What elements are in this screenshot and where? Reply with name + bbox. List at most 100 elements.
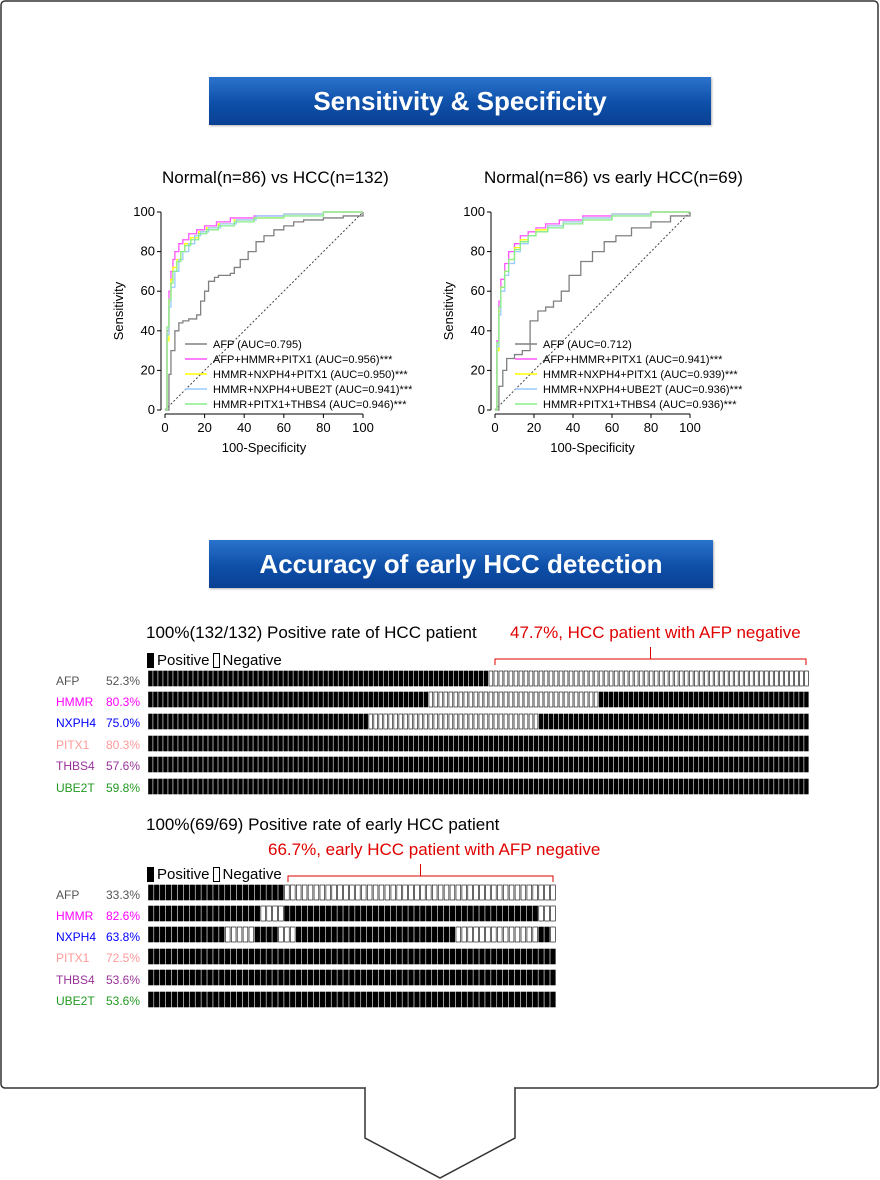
positive-cell [398, 756, 403, 773]
y-tick-label: 100 [463, 204, 485, 219]
accuracy-banner: Accuracy of early HCC detection [209, 540, 713, 588]
positive-cell [355, 948, 361, 965]
positive-cell [225, 969, 231, 986]
positive-cell [438, 756, 444, 773]
positive-cell [363, 670, 368, 687]
positive-cell [794, 735, 799, 752]
positive-cell [325, 991, 331, 1008]
positive-cell [588, 713, 594, 730]
positive-cell [228, 713, 233, 730]
positive-cell [553, 778, 559, 795]
positive-cell [208, 735, 213, 752]
negative-cell [679, 670, 684, 687]
legend-negative-label: Negative [222, 652, 282, 669]
positive-cell [804, 778, 809, 795]
positive-cell [273, 670, 278, 687]
positive-cell [298, 713, 303, 730]
negative-cell [372, 884, 379, 901]
positive-cell [366, 969, 373, 986]
negative-cell [443, 884, 450, 901]
positive-cell [503, 778, 509, 795]
positive-cell [563, 713, 569, 730]
positive-cell [230, 948, 237, 965]
positive-cell [333, 713, 338, 730]
positive-cell [201, 926, 207, 943]
positive-cell [328, 670, 333, 687]
negative-cell [488, 713, 494, 730]
negative-cell [764, 670, 769, 687]
positive-cell [284, 991, 290, 1008]
negative-cell [266, 905, 272, 922]
s1-row-label-nxph4: NXPH4 [56, 716, 97, 730]
negative-cell [538, 905, 544, 922]
positive-cell [578, 713, 584, 730]
positive-cell [148, 884, 154, 901]
negative-cell [714, 670, 719, 687]
positive-cell [254, 948, 260, 965]
positive-cell [438, 778, 444, 795]
positive-cell [558, 735, 564, 752]
positive-cell [278, 948, 284, 965]
positive-cell [308, 756, 313, 773]
positive-cell [228, 691, 233, 708]
positive-cell [749, 713, 754, 730]
negative-cell [648, 670, 654, 687]
positive-cell [260, 926, 266, 943]
positive-cell [373, 691, 378, 708]
positive-cell [719, 713, 724, 730]
positive-cell [325, 905, 331, 922]
positive-cell [195, 926, 201, 943]
positive-cell [473, 735, 479, 752]
negative-cell [503, 713, 509, 730]
positive-cell [653, 713, 659, 730]
positive-cell [593, 713, 599, 730]
positive-cell [479, 969, 485, 986]
positive-cell [402, 905, 408, 922]
positive-cell [183, 948, 189, 965]
positive-cell [538, 948, 544, 965]
positive-cell [363, 756, 368, 773]
positive-cell [349, 991, 355, 1008]
negative-cell [290, 884, 296, 901]
positive-cell [348, 778, 353, 795]
positive-cell [153, 756, 158, 773]
positive-cell [343, 948, 349, 965]
positive-cell [288, 735, 293, 752]
positive-cell [266, 948, 272, 965]
positive-cell [348, 735, 353, 752]
positive-cell [443, 756, 449, 773]
positive-cell [253, 713, 258, 730]
positive-cell [623, 778, 629, 795]
negative-cell [393, 713, 398, 730]
positive-cell [243, 691, 248, 708]
positive-cell [353, 670, 358, 687]
callout-bracket [287, 875, 554, 882]
positive-cell [177, 969, 184, 986]
positive-cell [679, 756, 684, 773]
positive-cell [290, 991, 296, 1008]
positive-cell [418, 691, 424, 708]
positive-cell [363, 691, 368, 708]
positive-cell [378, 991, 385, 1008]
positive-cell [598, 778, 604, 795]
positive-cell [355, 905, 361, 922]
positive-cell [618, 691, 624, 708]
positive-cell [497, 948, 503, 965]
positive-cell [433, 735, 439, 752]
positive-cell [313, 926, 320, 943]
positive-cell [290, 905, 296, 922]
positive-cell [769, 756, 774, 773]
positive-cell [378, 948, 385, 965]
positive-cell [188, 778, 193, 795]
positive-cell [248, 713, 253, 730]
positive-cell [298, 778, 303, 795]
positive-cell [258, 778, 263, 795]
positive-cell [553, 713, 559, 730]
positive-cell [532, 905, 538, 922]
y-axis-label: Sensitivity [111, 281, 126, 340]
positive-cell [372, 905, 379, 922]
positive-cell [684, 713, 689, 730]
positive-cell [799, 735, 804, 752]
legend-entry: HMMR+NXPH4+UBE2T (AUC=0.941)*** [213, 384, 413, 396]
negative-cell [383, 713, 388, 730]
